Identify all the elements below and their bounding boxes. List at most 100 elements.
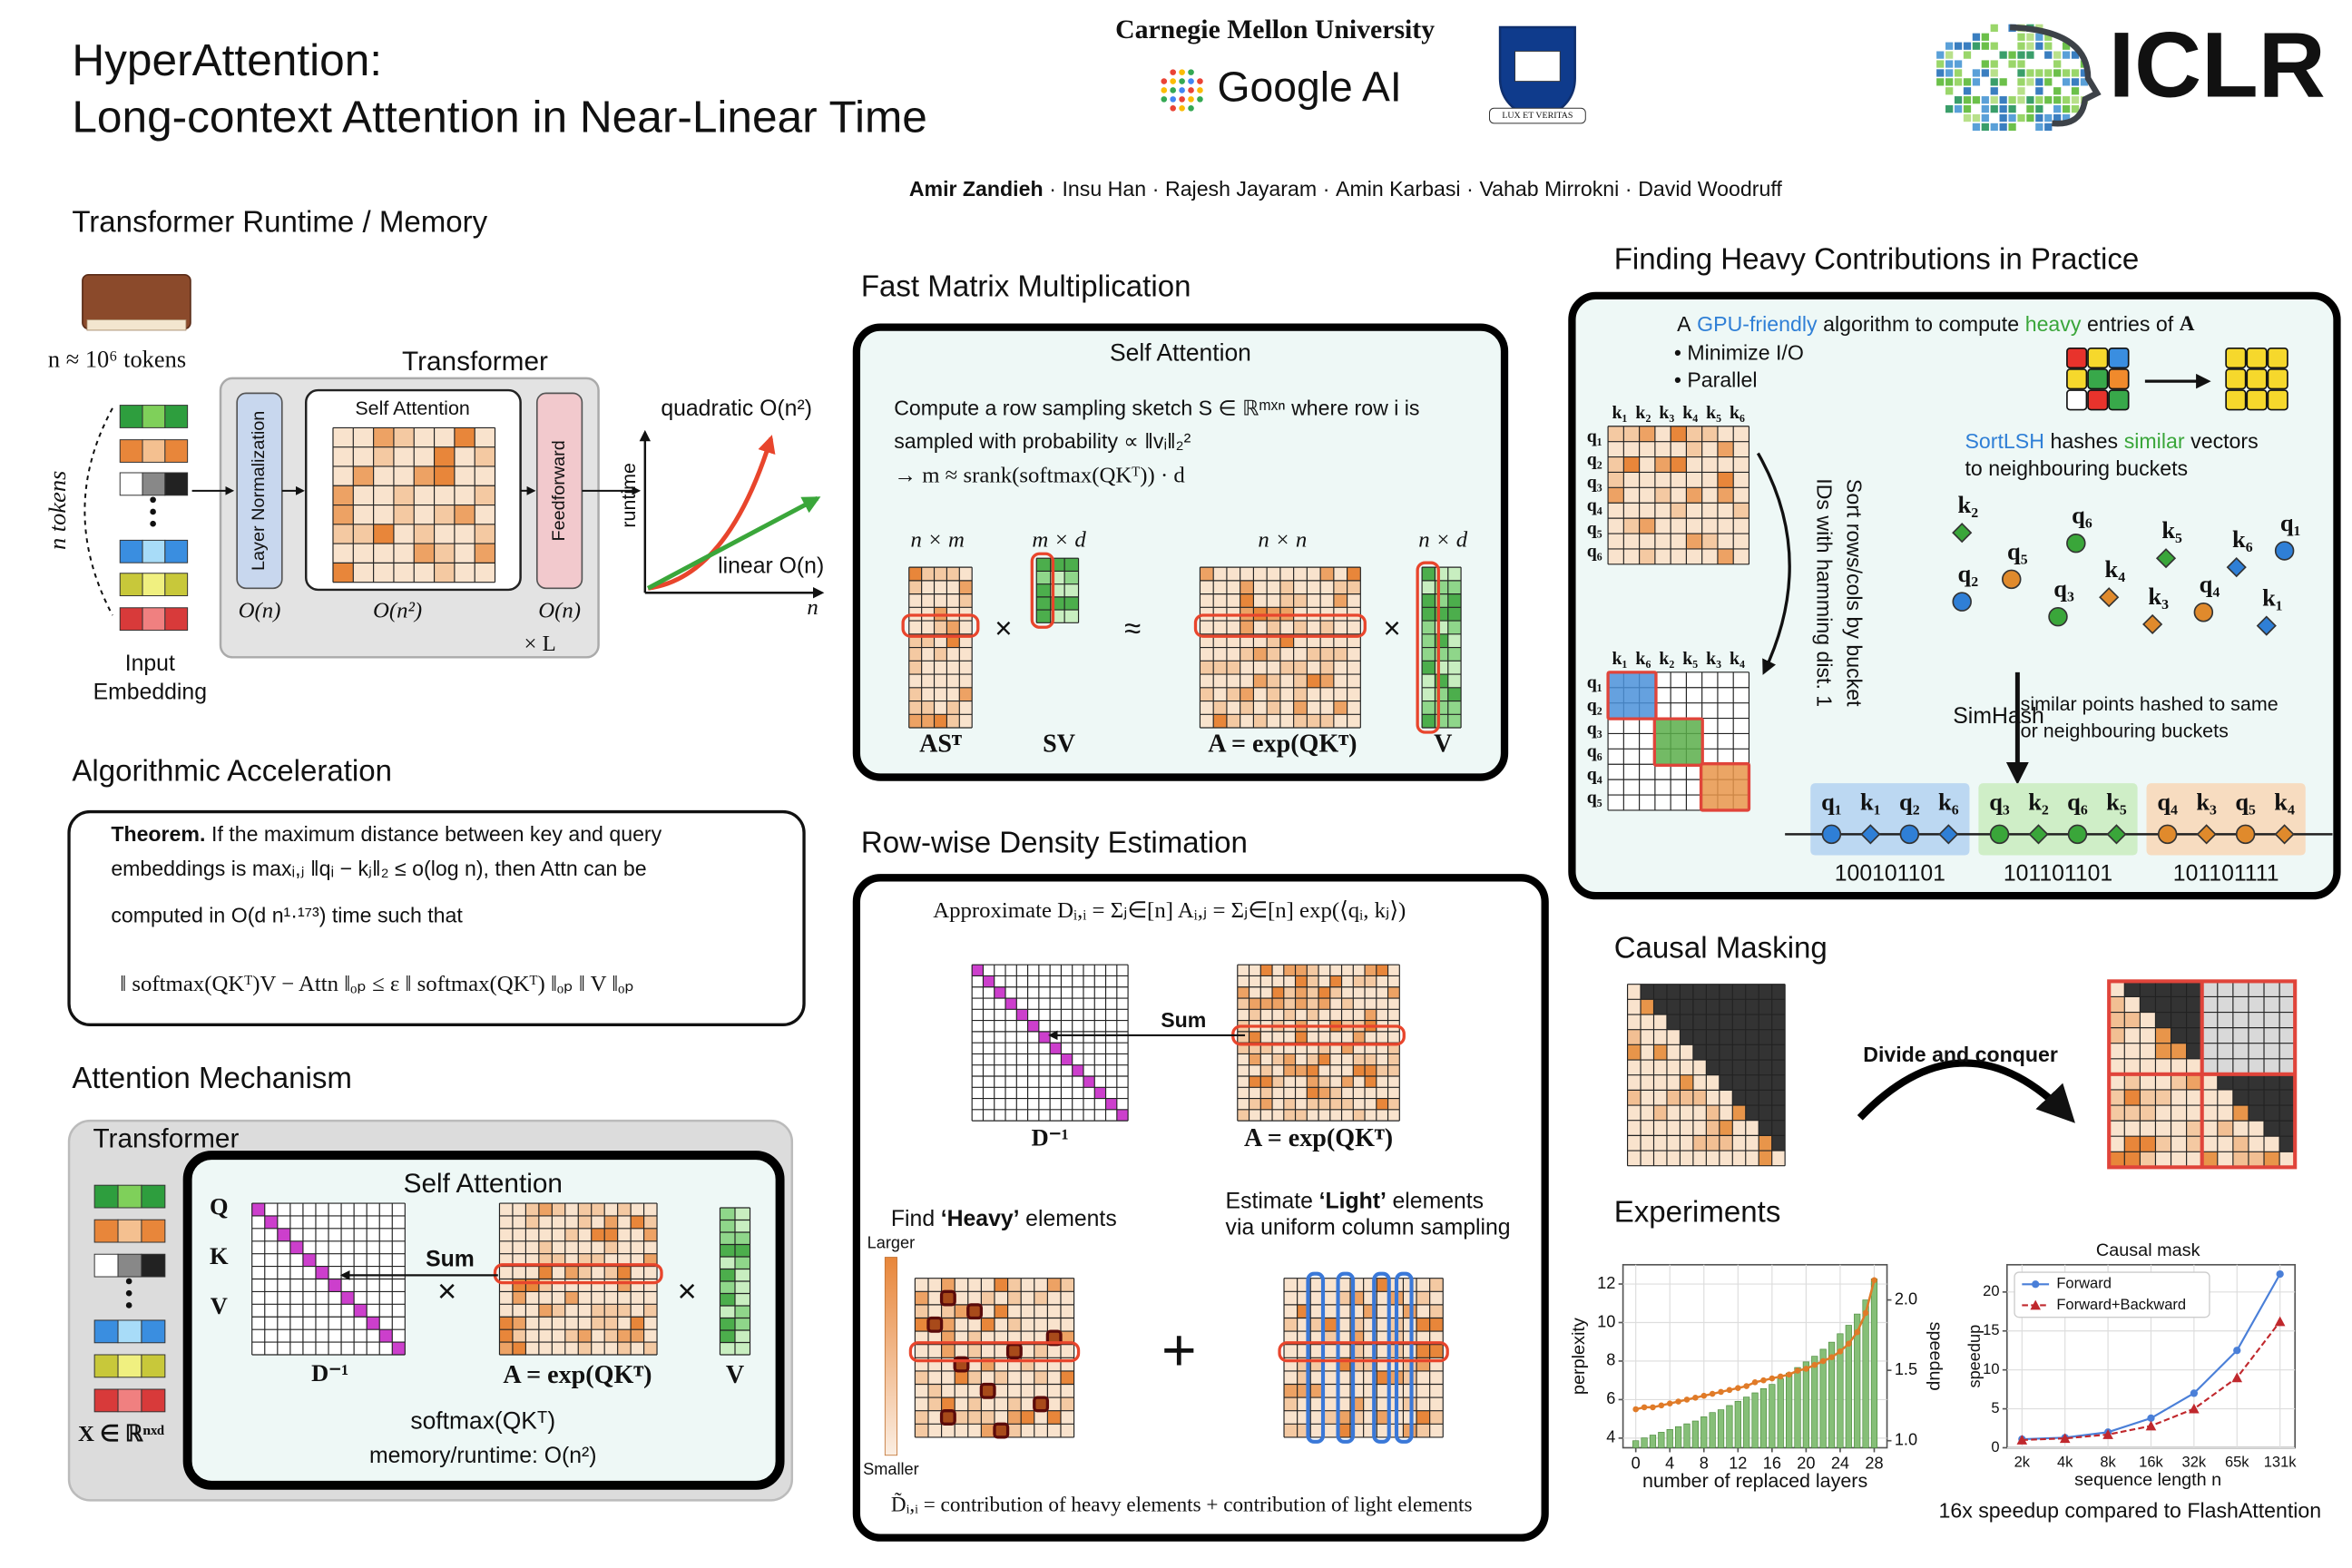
matrix-cell [959,593,973,608]
embedding-cell [141,1253,166,1278]
matrix-cell [1680,1090,1693,1106]
matrix-cell [1260,998,1273,1010]
matrix-cell [1267,674,1280,688]
matrix-cell [1307,1054,1319,1065]
label: Feedforward [549,440,569,541]
section-heading: Algorithmic Acceleration [72,754,392,788]
bar [1759,1387,1768,1448]
matrix-cell [1267,701,1280,715]
matrix-cell [1272,986,1284,999]
matrix-cell [1416,1291,1430,1305]
matrix-cell [1719,1120,1733,1136]
logo-pixel [1981,60,1989,68]
matrix-cell [1447,607,1462,622]
label: A = exp(QKᵀ) [1244,1124,1393,1152]
matrix [908,566,973,729]
data-point [1675,1398,1681,1405]
matrix-cell [1200,661,1214,675]
matrix-cell [921,714,935,729]
matrix-cell [643,1228,658,1241]
text-part: algorithm to compute [1823,312,2019,336]
label: Q [210,1193,229,1220]
label: Self Attention [404,1169,563,1199]
matrix-cell [1719,984,1733,1000]
matrix-cell [2109,1089,2125,1106]
matrix-cell [1365,1075,1377,1088]
text-part: elements [1393,1189,1485,1213]
label: k₂ [1957,491,1978,518]
label: D⁻¹ [311,1359,348,1387]
row-highlight [1416,561,1440,734]
matrix-cell [1320,621,1334,634]
label: ‖ softmax(QKᵀ)V − Attn ‖ₒₚ ≤ ε ‖ softmax… [120,972,634,996]
poster-title: Long-context Attention in Near-Linear Ti… [72,92,927,142]
matrix-cell [720,1231,735,1245]
logo-pixel [2053,51,2062,59]
matrix-cell [1447,593,1462,608]
data-point [1871,1277,1877,1284]
bar [1666,1428,1673,1448]
matrix-cell [908,687,922,701]
bar [1675,1426,1682,1448]
matrix-cell [735,1305,750,1318]
matrix-grid [1607,426,1750,565]
matrix-cell [955,1410,968,1425]
matrix-cell [921,567,935,581]
matrix-cell [1639,518,1655,534]
matrix-cell [564,1329,579,1343]
matrix-cell [414,466,435,486]
matrix-cell [2140,1105,2156,1122]
logo-pixel [1972,78,1981,86]
x-tick-label: 4k [2057,1453,2073,1470]
matrix-cell [1283,1098,1296,1110]
legend-label: Forward+Backward [2056,1296,2186,1313]
matrix-cell [1759,1090,1772,1106]
matrix-cell [1237,986,1250,999]
logo-pixel [2080,78,2089,86]
poster-title: HyperAttention: [72,34,382,85]
logo-dot [1197,78,1203,84]
embedding-cell [119,405,143,428]
cube-face [2087,368,2109,390]
label: Embedding [93,681,207,705]
matrix-cell [578,1329,592,1343]
label: Input [125,652,175,676]
embedding-cell [142,439,166,463]
logo-pixel [1999,51,2007,59]
label: k₂ [1659,649,1674,669]
matrix-cell [2186,981,2202,997]
matrix-cell [1623,456,1640,473]
matrix-cell [927,1384,942,1398]
heavy-element [939,1409,956,1426]
block-outline [2109,981,2296,1168]
matrix-cell [354,1304,368,1318]
authors: Amir Zandieh · Insu Han · Rajesh Jayaram · Ami… [909,177,1783,201]
embedding-cell [164,539,189,564]
embedding-cell [141,1354,166,1378]
logo-dot [1179,104,1185,112]
label: × [437,1272,456,1309]
logo-pixel [2008,122,2016,132]
matrix-cell [1706,1120,1720,1136]
matrix-cell [2124,1136,2141,1152]
logo-pixel [1981,122,1989,132]
label: Compute a row sampling sketch S ∈ ℝᵐˣⁿ w… [894,397,1419,420]
matrix-cell [414,544,435,564]
matrix-cell [591,1304,605,1318]
cube-face [2225,389,2247,411]
data-point [2147,1414,2155,1423]
matrix-cell [2248,1152,2265,1168]
matrix-cell [1347,580,1361,594]
cube-face [2246,347,2268,369]
matrix-cell [1692,984,1707,1000]
logo-dot [1161,87,1168,93]
cube-face [2267,368,2288,390]
yale-book [1514,51,1561,82]
matrix-cell [2186,996,2202,1013]
matrix-cell [1283,1054,1296,1065]
matrix-cell [604,1228,618,1241]
embedding-cell [142,607,166,632]
matrix-cell [1732,1014,1746,1030]
logo-pixel [2035,42,2043,50]
embedding-cell [117,1219,142,1243]
